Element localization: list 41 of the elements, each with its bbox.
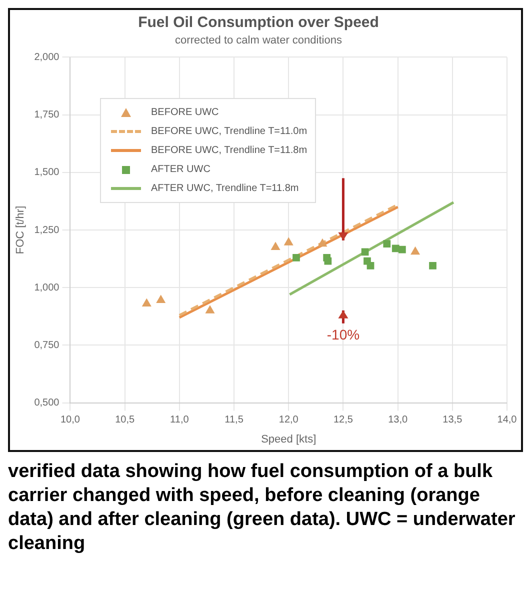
x-tick-label: 11,0 [170, 414, 190, 426]
point [429, 262, 436, 270]
point [318, 238, 327, 247]
x-tick-label: 11,5 [224, 414, 244, 426]
x-tick-label: 12,0 [278, 414, 299, 426]
point [383, 240, 391, 248]
point [142, 298, 152, 306]
y-tick-label: 1,000 [34, 282, 60, 294]
y-axis-title: FOC [t/hr] [14, 206, 27, 254]
x-tick-label: 13,0 [388, 414, 408, 426]
x-tick-label: 10,5 [115, 414, 135, 426]
legend-label: BEFORE UWC [151, 107, 219, 118]
y-tick-label: 2,000 [34, 52, 60, 63]
x-axis-title: Speed [kts] [261, 433, 316, 446]
point [398, 246, 406, 254]
legend-label: AFTER UWC, Trendline T=11.8m [151, 183, 299, 194]
point [284, 238, 294, 246]
y-tick-label: 1,500 [34, 167, 60, 178]
x-tick-label: 13,5 [442, 414, 463, 426]
x-tick-label: 14,0 [497, 414, 518, 426]
y-tick-label: 1,750 [34, 110, 60, 121]
y-tick-label: 0,500 [34, 398, 60, 409]
y-tick-label: 0,750 [34, 340, 60, 351]
y-tick-label: 1,250 [34, 224, 60, 236]
point [156, 295, 166, 304]
point [206, 306, 214, 314]
chart-title: Fuel Oil Consumption over Speed [138, 14, 379, 32]
legend-label: BEFORE UWC, Trendline T=11.0m [151, 126, 308, 137]
point [410, 246, 420, 255]
legend-label: BEFORE UWC, Trendline T=11.8m [151, 145, 308, 156]
legend-label: AFTER UWC [151, 164, 210, 175]
point [324, 257, 332, 265]
point [366, 262, 374, 270]
chart-subtitle: corrected to calm water conditions [175, 34, 342, 47]
point [292, 254, 300, 262]
point [361, 248, 369, 256]
x-tick-label: 12,5 [333, 414, 354, 426]
annotation: -10% [326, 326, 360, 342]
x-tick-label: 10,0 [60, 414, 80, 426]
text: verified data showing how fuel consumption of a bulk carrier changed with speed, before cleaning (orange data) and after cleaning (green data). UWC = underwater cleaning [8, 460, 516, 556]
point [271, 242, 280, 250]
